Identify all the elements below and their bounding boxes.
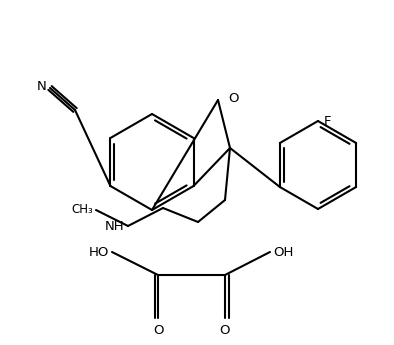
Text: O: O — [153, 324, 163, 337]
Text: HO: HO — [89, 246, 109, 258]
Text: F: F — [324, 115, 331, 128]
Text: OH: OH — [273, 246, 294, 258]
Text: N: N — [36, 79, 46, 92]
Text: CH₃: CH₃ — [71, 203, 93, 216]
Text: O: O — [220, 324, 230, 337]
Text: O: O — [228, 91, 238, 105]
Text: NH: NH — [104, 219, 124, 233]
